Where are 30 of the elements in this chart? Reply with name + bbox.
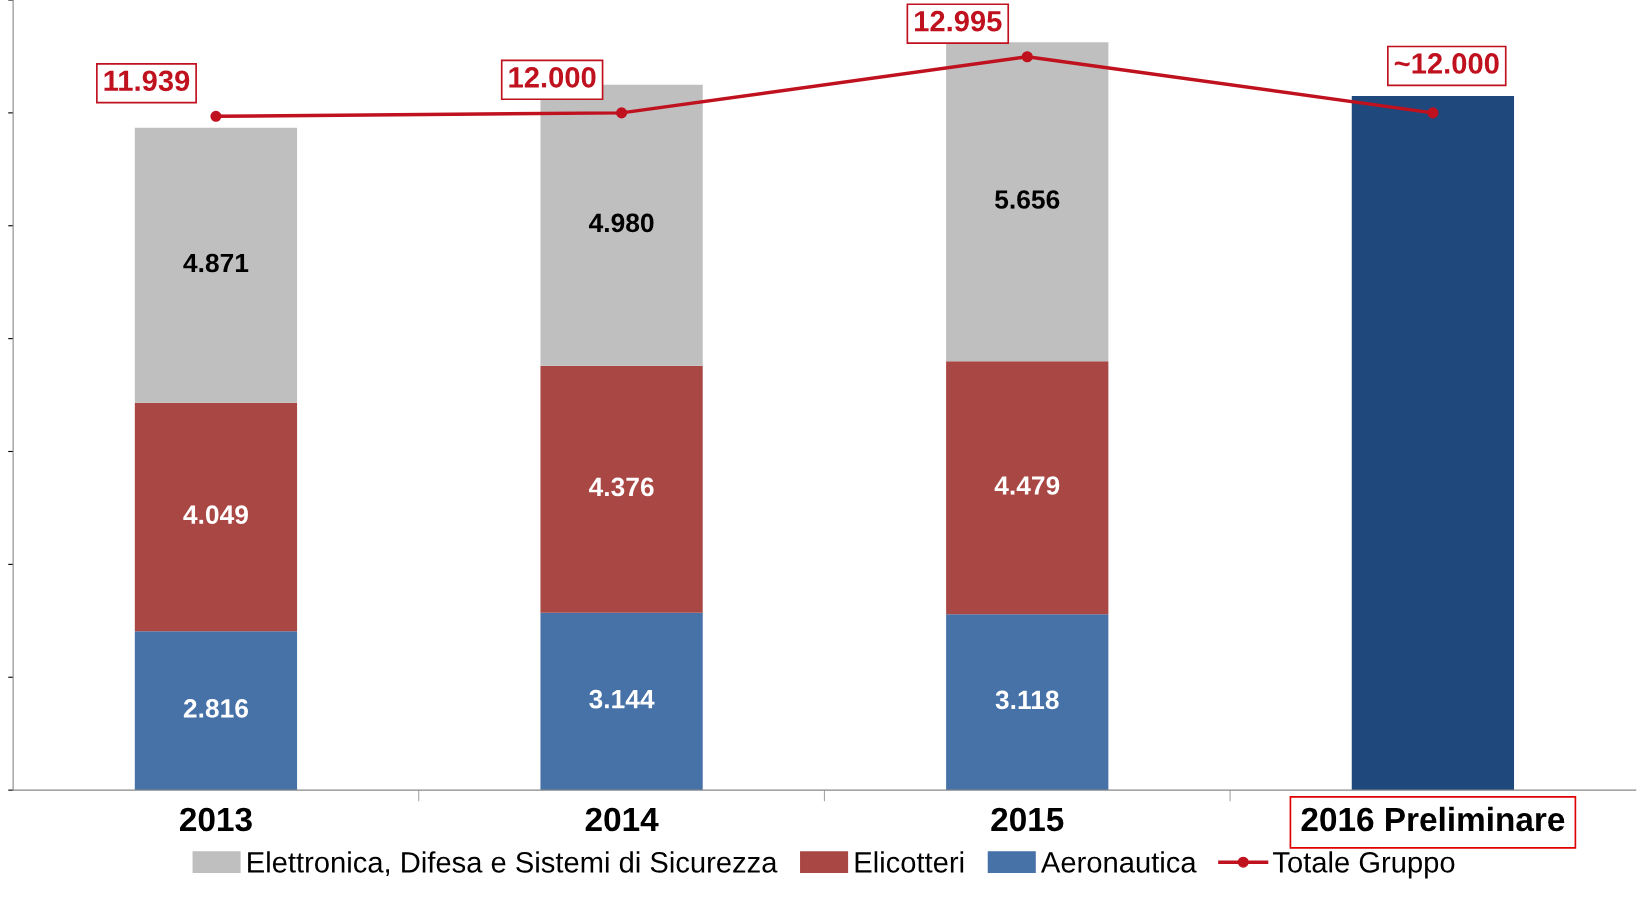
x-tick-label: 2016 Preliminare <box>1301 806 1565 832</box>
bar <box>946 42 1109 362</box>
data-label: 11.939 <box>104 70 190 92</box>
data-label: 2.816 <box>183 699 249 718</box>
data-label: 4.980 <box>588 213 654 233</box>
x-tick-label: 2013 <box>180 807 252 832</box>
data-label: 12.000 <box>509 67 596 88</box>
bar <box>1351 95 1515 791</box>
data-label: 4.376 <box>588 477 654 497</box>
legend-label: Totale Gruppo <box>1273 851 1455 879</box>
legend-label: Elicotteri <box>855 851 964 873</box>
data-label: ~12.000 <box>1394 53 1499 74</box>
x-tick-label: 2015 <box>991 807 1064 832</box>
data-label: 4.049 <box>183 505 248 525</box>
bar <box>134 127 298 403</box>
data-label: 5.656 <box>995 190 1060 209</box>
x-tick-label: 2014 <box>585 807 659 832</box>
data-label: 3.118 <box>995 690 1059 710</box>
bar <box>540 365 703 613</box>
data-label: 4.871 <box>183 253 249 273</box>
bar <box>134 631 298 791</box>
legend-label: Aeronautica <box>1040 851 1197 873</box>
data-label: 12.995 <box>915 10 1002 32</box>
bar <box>134 402 298 632</box>
data-label: 4.479 <box>994 476 1060 495</box>
bar <box>540 612 703 791</box>
data-label: 3.144 <box>589 689 655 709</box>
bar <box>946 614 1109 791</box>
legend-label: Elettronica, Difesa e Sistemi di Sicurezza <box>248 851 778 877</box>
bar <box>946 361 1109 615</box>
